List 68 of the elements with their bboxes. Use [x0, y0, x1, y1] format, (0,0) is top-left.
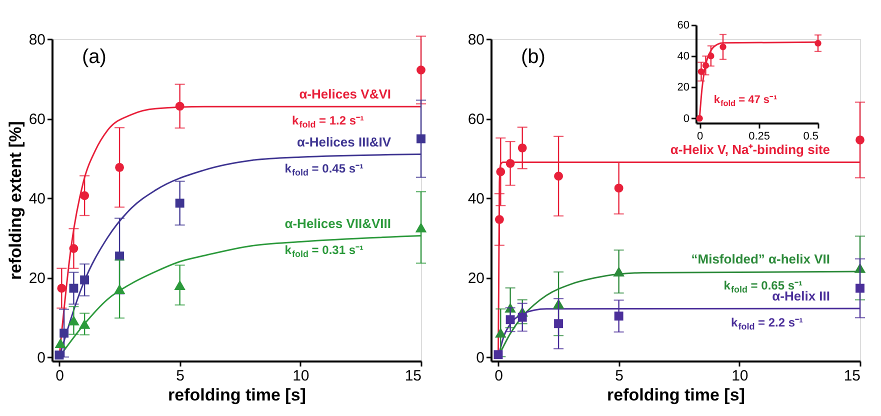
- x-tick-label: 15: [404, 368, 422, 384]
- y-axis-title: refolding extent [%]: [6, 121, 25, 280]
- point: [54, 338, 66, 348]
- point: [174, 280, 186, 290]
- y-tick-label: 20: [468, 270, 484, 288]
- point: [60, 328, 69, 338]
- y-tick-label: 40: [677, 50, 690, 63]
- x-tick-label: 0: [494, 368, 503, 384]
- y-tick-label: 20: [677, 82, 690, 94]
- point: [494, 328, 506, 338]
- y-tick-label: 0: [476, 350, 484, 367]
- series-label: α-Helices V&VI: [299, 86, 391, 102]
- point: [57, 284, 66, 293]
- point: [68, 316, 80, 326]
- point: [494, 350, 503, 360]
- point: [614, 312, 624, 321]
- point: [496, 167, 506, 176]
- x-tick-label: 10: [732, 368, 748, 384]
- x-tick-label: 10: [292, 368, 310, 384]
- chart-title: (a): [82, 46, 106, 68]
- point: [614, 184, 624, 193]
- y-tick-label: 0: [683, 112, 690, 125]
- chart-title: (b): [521, 46, 546, 68]
- point: [69, 284, 78, 293]
- point: [114, 284, 126, 294]
- point: [506, 315, 515, 324]
- x-axis-title: refolding time [s]: [168, 386, 306, 404]
- point: [415, 222, 427, 232]
- series-label: α-Helices VII&VIII: [284, 216, 391, 231]
- series-label: α-Helix V, Na⁺-binding site: [670, 142, 830, 158]
- x-tick-label: 0: [696, 130, 704, 142]
- point: [175, 102, 184, 111]
- x-tick-label: 0: [56, 368, 64, 384]
- series-label: “Misfolded” α-helix VII: [691, 252, 830, 267]
- point: [80, 191, 90, 200]
- x-tick-label: 15: [844, 368, 860, 384]
- x-axis-title: refolding time [s]: [607, 386, 745, 404]
- x-tick-label: 5: [615, 368, 624, 384]
- y-tick-label: 80: [28, 32, 46, 48]
- point: [416, 134, 426, 144]
- point: [175, 198, 184, 208]
- x-tick-label: 0.25: [748, 130, 770, 142]
- point: [518, 143, 527, 152]
- y-tick-label: 60: [28, 111, 46, 128]
- point: [856, 136, 864, 144]
- x-tick-label: 5: [176, 368, 184, 384]
- point: [554, 319, 563, 328]
- x-tick-label: 0.5: [803, 130, 818, 142]
- point: [78, 319, 90, 329]
- point: [506, 158, 515, 168]
- point: [554, 172, 563, 181]
- series-label: α-Helices III&IV: [297, 134, 392, 150]
- y-tick-label: 60: [468, 111, 484, 128]
- point: [115, 162, 124, 172]
- y-tick-label: 20: [28, 270, 46, 288]
- y-tick-label: 40: [28, 190, 46, 208]
- point: [80, 275, 90, 284]
- point: [518, 312, 527, 322]
- point: [856, 284, 864, 293]
- point: [69, 244, 78, 253]
- point: [613, 266, 624, 276]
- y-tick-label: 80: [468, 32, 484, 48]
- y-tick-label: 60: [677, 20, 690, 32]
- y-tick-label: 40: [468, 190, 484, 208]
- point: [416, 66, 426, 74]
- y-tick-label: 0: [37, 350, 46, 367]
- point: [494, 215, 504, 224]
- point: [54, 350, 64, 360]
